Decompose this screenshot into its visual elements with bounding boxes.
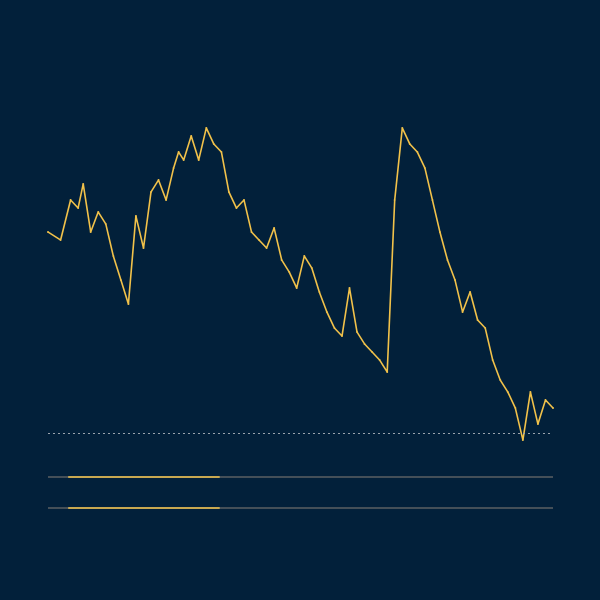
data-point bbox=[386, 371, 389, 373]
data-point bbox=[544, 399, 547, 401]
data-point bbox=[340, 335, 343, 337]
data-point bbox=[235, 207, 238, 209]
data-point bbox=[97, 211, 100, 213]
data-point bbox=[393, 199, 396, 201]
data-point bbox=[295, 287, 298, 289]
data-point bbox=[47, 231, 49, 233]
data-point bbox=[177, 151, 180, 153]
data-point bbox=[69, 199, 72, 201]
data-point bbox=[303, 255, 306, 257]
data-point bbox=[499, 379, 502, 381]
data-point bbox=[536, 423, 539, 425]
data-point bbox=[416, 151, 419, 153]
data-point bbox=[280, 259, 283, 261]
data-point bbox=[401, 127, 404, 129]
data-point bbox=[212, 143, 215, 145]
data-point bbox=[273, 227, 276, 229]
data-point bbox=[265, 247, 268, 249]
data-point bbox=[258, 239, 261, 241]
data-point bbox=[363, 343, 366, 345]
series-line bbox=[47, 127, 554, 441]
data-point bbox=[446, 259, 449, 261]
data-point bbox=[190, 135, 193, 137]
data-point bbox=[119, 279, 122, 281]
data-point bbox=[371, 351, 374, 353]
data-point bbox=[82, 183, 85, 185]
data-point bbox=[521, 439, 524, 441]
point-layer bbox=[47, 127, 554, 441]
data-point bbox=[77, 207, 80, 209]
data-point bbox=[310, 267, 313, 269]
data-point bbox=[333, 327, 336, 329]
data-point bbox=[150, 191, 153, 193]
data-point bbox=[378, 359, 381, 361]
data-point bbox=[461, 311, 464, 313]
data-point bbox=[112, 255, 115, 257]
data-point bbox=[325, 311, 328, 313]
data-point bbox=[157, 179, 160, 181]
data-point bbox=[423, 167, 426, 169]
data-point bbox=[250, 231, 253, 233]
data-point bbox=[431, 199, 434, 201]
data-point bbox=[288, 271, 291, 273]
data-point bbox=[356, 331, 359, 333]
data-point bbox=[348, 287, 351, 289]
data-point bbox=[491, 359, 494, 361]
data-point bbox=[104, 223, 107, 225]
data-point bbox=[182, 159, 185, 161]
data-point bbox=[454, 279, 457, 281]
data-point bbox=[552, 407, 554, 409]
data-point bbox=[165, 199, 168, 201]
data-point bbox=[408, 143, 411, 145]
data-point bbox=[242, 199, 245, 201]
data-point bbox=[59, 239, 62, 241]
data-point bbox=[438, 231, 441, 233]
data-point bbox=[172, 167, 175, 169]
data-point bbox=[134, 215, 137, 217]
data-point bbox=[514, 407, 517, 409]
data-point bbox=[506, 391, 509, 393]
data-point bbox=[197, 159, 200, 161]
data-point bbox=[476, 319, 479, 321]
data-point bbox=[142, 247, 145, 249]
data-point bbox=[205, 127, 208, 129]
data-point bbox=[469, 291, 472, 293]
data-point bbox=[227, 191, 230, 193]
data-point bbox=[529, 391, 532, 393]
data-point bbox=[318, 291, 321, 293]
data-point bbox=[89, 231, 92, 233]
data-point bbox=[127, 303, 130, 305]
data-point bbox=[484, 327, 487, 329]
data-point bbox=[220, 151, 223, 153]
